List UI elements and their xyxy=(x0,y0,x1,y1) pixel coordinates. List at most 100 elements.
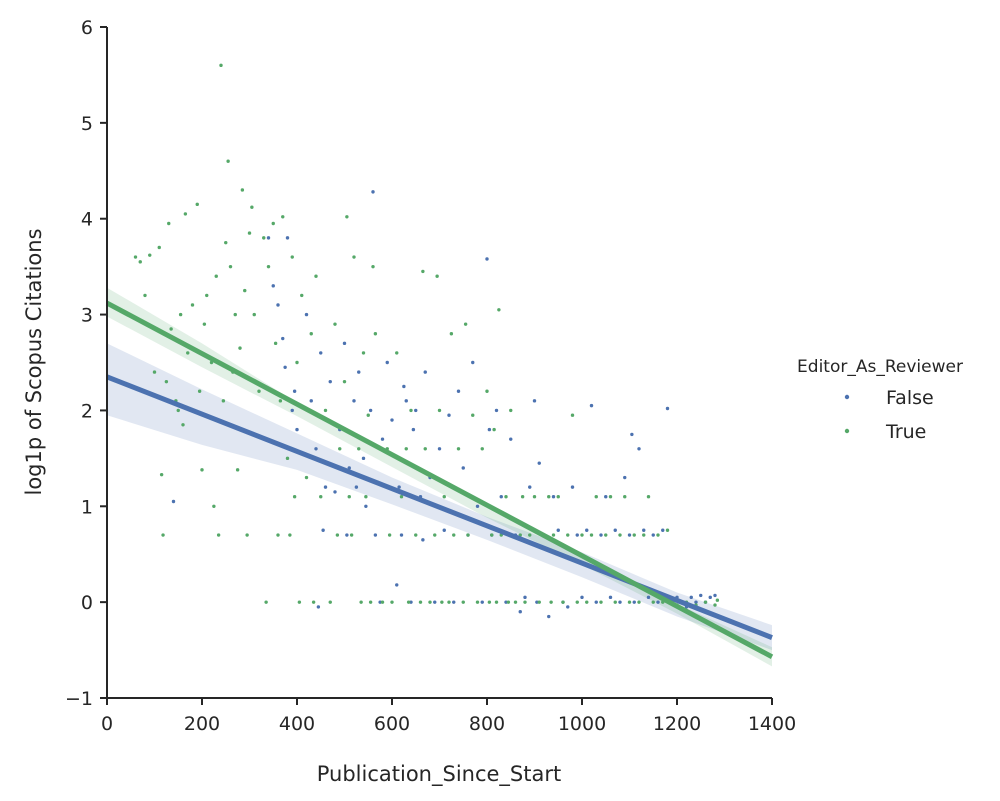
point-false xyxy=(447,413,451,417)
point-true xyxy=(257,389,261,393)
y-tick-label: 0 xyxy=(81,592,93,614)
y-tick-label: 3 xyxy=(81,305,93,327)
point-true xyxy=(167,221,171,226)
point-true xyxy=(161,533,165,537)
point-false xyxy=(456,389,461,393)
point-true xyxy=(646,495,651,499)
point-false xyxy=(630,432,634,437)
point-true xyxy=(642,533,646,537)
y-tick-label: 5 xyxy=(81,113,93,135)
point-false xyxy=(276,303,280,307)
point-false xyxy=(314,447,318,451)
point-true xyxy=(497,308,501,312)
point-false xyxy=(471,360,475,365)
point-true xyxy=(442,495,446,499)
point-true xyxy=(245,533,249,537)
point-true xyxy=(485,389,489,393)
point-false xyxy=(390,418,394,422)
point-true xyxy=(364,495,368,499)
point-true xyxy=(406,600,411,604)
point-true xyxy=(532,495,537,499)
point-true xyxy=(252,312,256,317)
point-true xyxy=(300,293,304,298)
point-true xyxy=(347,495,351,499)
point-false xyxy=(580,595,584,600)
point-true xyxy=(342,379,347,384)
point-true xyxy=(361,351,366,355)
point-false xyxy=(342,341,347,346)
point-false xyxy=(589,403,594,408)
point-true xyxy=(233,312,237,317)
point-false xyxy=(632,600,636,604)
point-true xyxy=(323,408,328,413)
point-true xyxy=(463,322,468,326)
point-false xyxy=(651,533,655,537)
point-true xyxy=(309,332,313,336)
point-false xyxy=(266,236,271,240)
point-false xyxy=(442,528,446,532)
point-false xyxy=(509,437,513,441)
point-true xyxy=(271,221,275,226)
legend-marker-true xyxy=(844,428,850,434)
point-false xyxy=(556,528,560,532)
point-false xyxy=(404,399,408,403)
point-false xyxy=(618,600,622,604)
point-true xyxy=(585,600,589,604)
point-true xyxy=(651,600,655,604)
point-false xyxy=(637,447,641,451)
point-true xyxy=(627,600,632,604)
point-true xyxy=(366,413,370,417)
point-true xyxy=(599,600,603,604)
point-false xyxy=(532,399,537,403)
y-tick-label: 1 xyxy=(81,496,93,518)
point-true xyxy=(440,600,444,604)
point-false xyxy=(437,447,442,451)
point-false xyxy=(594,600,598,604)
point-false xyxy=(661,528,665,532)
legend-label-false: False xyxy=(886,387,934,409)
point-true xyxy=(219,63,223,68)
point-false xyxy=(665,406,670,411)
point-true xyxy=(604,533,608,537)
point-false xyxy=(364,504,368,508)
point-true xyxy=(273,341,278,346)
point-true xyxy=(304,475,309,480)
fit-line-false xyxy=(106,374,773,640)
point-true xyxy=(197,389,202,393)
point-false xyxy=(713,593,717,598)
x-tick-label: 1000 xyxy=(558,713,606,735)
point-false xyxy=(585,528,589,532)
point-false xyxy=(414,408,418,413)
confidence-bands xyxy=(107,287,772,667)
point-true xyxy=(528,533,532,537)
x-tick-label: 1400 xyxy=(748,713,796,735)
point-true xyxy=(357,447,361,451)
point-true xyxy=(195,202,199,207)
point-false xyxy=(504,600,508,604)
point-true xyxy=(278,399,283,403)
x-tick-label: 600 xyxy=(374,713,410,735)
point-true xyxy=(549,600,553,604)
point-true xyxy=(228,264,233,269)
point-true xyxy=(506,600,511,604)
legend-label-true: True xyxy=(885,421,926,443)
x-tick-label: 800 xyxy=(469,713,505,735)
point-false xyxy=(309,399,313,403)
point-true xyxy=(656,533,660,537)
point-false xyxy=(333,490,337,494)
point-false xyxy=(347,466,351,470)
point-false xyxy=(397,485,401,489)
point-true xyxy=(311,600,316,604)
point-false xyxy=(378,600,382,604)
legend-title: Editor_As_Reviewer xyxy=(797,357,963,377)
point-false xyxy=(271,284,275,288)
point-true xyxy=(632,533,636,537)
point-true xyxy=(613,600,617,604)
point-true xyxy=(433,533,437,537)
point-false xyxy=(613,528,617,532)
point-true xyxy=(637,600,641,604)
point-false xyxy=(283,365,287,369)
point-true xyxy=(200,468,204,472)
point-false xyxy=(423,370,427,374)
point-true xyxy=(618,533,622,537)
